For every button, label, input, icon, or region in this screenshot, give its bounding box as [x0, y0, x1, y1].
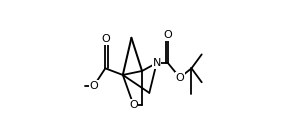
Text: O: O: [176, 73, 184, 83]
Text: O: O: [163, 30, 172, 40]
Text: O: O: [90, 81, 98, 91]
Text: N: N: [152, 58, 161, 68]
Text: O: O: [101, 34, 110, 44]
Text: O: O: [129, 100, 138, 110]
